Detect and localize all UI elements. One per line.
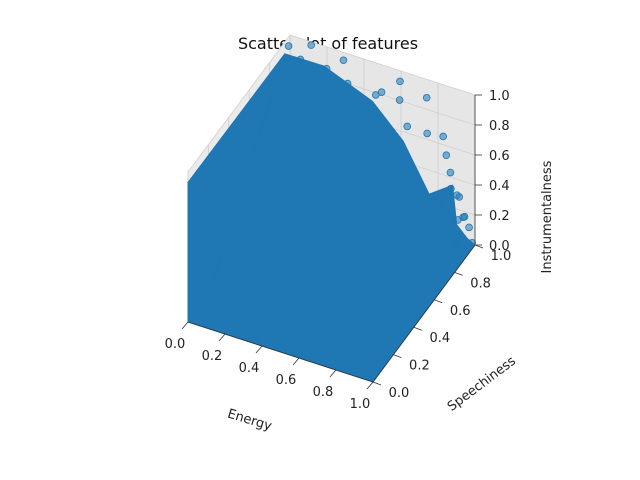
scatter-points bbox=[284, 41, 476, 249]
x-tick-label: 0.8 bbox=[313, 385, 334, 400]
z-tick-label: 0.6 bbox=[489, 149, 510, 164]
scatter-point bbox=[403, 122, 412, 131]
y-tick-label: 0.6 bbox=[450, 304, 471, 319]
scatter-point bbox=[454, 231, 462, 240]
z-tick-label: 0.8 bbox=[489, 119, 510, 134]
y-axis-line bbox=[372, 244, 476, 383]
x-axis-line bbox=[187, 321, 374, 383]
y-axis-label: Speechiness bbox=[445, 354, 519, 415]
scatter-point bbox=[468, 238, 476, 247]
x-tick bbox=[292, 357, 300, 366]
cloud-left-face bbox=[187, 53, 286, 324]
y-tick-label: 0.0 bbox=[389, 386, 410, 401]
scatter-point bbox=[438, 214, 447, 222]
y-tick bbox=[372, 381, 382, 386]
x-tick bbox=[366, 381, 374, 390]
x-tick bbox=[329, 369, 337, 378]
y-tick-label: 0.4 bbox=[429, 331, 450, 346]
y-tick bbox=[393, 354, 402, 358]
y-tick-label: 0.8 bbox=[470, 276, 491, 291]
y-tick bbox=[454, 272, 463, 276]
scatter-point bbox=[423, 129, 431, 138]
scatter-point bbox=[296, 55, 305, 64]
z-axis-label: Instrumentalness bbox=[540, 160, 555, 273]
y-tick-label: 1.0 bbox=[491, 249, 512, 264]
scatter-point bbox=[465, 223, 473, 232]
gridline bbox=[187, 34, 291, 173]
scatter-point bbox=[446, 168, 455, 177]
x-tick-label: 0.4 bbox=[239, 361, 260, 376]
y-tick-label: 0.2 bbox=[409, 359, 430, 374]
scatter-point bbox=[339, 56, 348, 65]
z-tick-label: 0.0 bbox=[489, 239, 510, 254]
z-tick-label: 1.0 bbox=[489, 89, 510, 104]
scatter-point bbox=[453, 240, 462, 249]
x-tick-label: 1.0 bbox=[350, 397, 371, 412]
scatter-point bbox=[343, 79, 352, 88]
scatter-point bbox=[460, 212, 469, 221]
point-cloud bbox=[187, 53, 476, 384]
x-tick-label: 0.0 bbox=[165, 337, 186, 352]
x-tick bbox=[255, 345, 263, 354]
x-tick bbox=[181, 321, 189, 330]
scatter-point bbox=[284, 42, 293, 50]
scatter-point bbox=[422, 93, 431, 102]
scatter-point bbox=[377, 88, 386, 96]
scatter-point bbox=[396, 77, 404, 86]
axes-ticks: 0.00.20.40.60.81.00.00.20.40.60.81.00.00… bbox=[165, 89, 512, 412]
scatter-point bbox=[447, 184, 455, 193]
y-tick bbox=[434, 299, 443, 304]
x-axis-label: Energy bbox=[226, 407, 274, 435]
scatter-point bbox=[395, 96, 404, 104]
scatter-point bbox=[322, 64, 331, 73]
y-tick bbox=[413, 326, 422, 331]
scatter-point bbox=[442, 151, 451, 160]
z-tick-label: 0.2 bbox=[489, 209, 510, 224]
y-tick bbox=[474, 244, 484, 249]
z-tick-label: 0.4 bbox=[489, 179, 510, 194]
scatter-point bbox=[438, 198, 446, 206]
scatter-point bbox=[439, 132, 447, 141]
gridline bbox=[289, 34, 476, 96]
x-tick-label: 0.2 bbox=[202, 349, 223, 364]
scatter-point bbox=[307, 41, 315, 49]
scatter-point bbox=[453, 191, 461, 199]
x-tick-label: 0.6 bbox=[276, 373, 297, 388]
x-tick bbox=[218, 333, 226, 342]
cloud-top-face bbox=[187, 53, 430, 244]
